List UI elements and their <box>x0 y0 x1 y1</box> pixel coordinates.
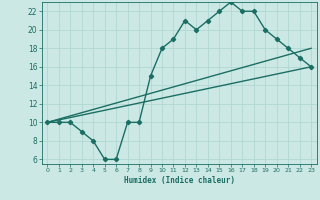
X-axis label: Humidex (Indice chaleur): Humidex (Indice chaleur) <box>124 176 235 185</box>
